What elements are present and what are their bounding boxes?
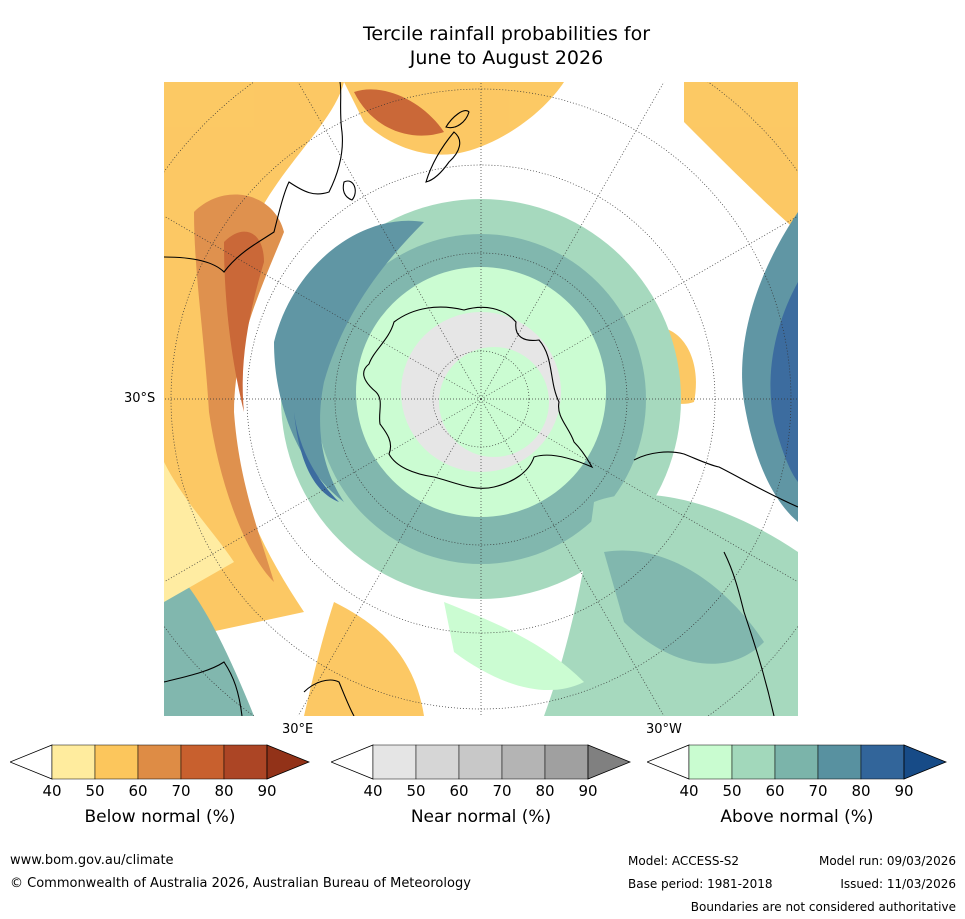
- rainfall-probability-map[interactable]: [164, 82, 798, 716]
- footer-model-run: Model run: 09/03/2026: [818, 854, 956, 868]
- antarctica-coast: [363, 306, 594, 489]
- colorbar-swatch: [688, 744, 733, 780]
- colorbar-swatch: [817, 744, 862, 780]
- colorbar-near-normal-title: Near normal (%): [410, 807, 552, 827]
- map-title: Tercile rainfall probabilities for June …: [0, 22, 965, 70]
- colorbar-tick-label: 40: [42, 782, 62, 800]
- colorbar-swatch: [51, 744, 96, 780]
- colorbar-swatch-high: [587, 744, 631, 780]
- colorbar-swatch-high: [266, 744, 310, 780]
- africa-coast: [164, 661, 243, 716]
- footer-website-link[interactable]: www.bom.gov.au/climate: [10, 853, 174, 868]
- colorbar-swatch: [372, 744, 417, 780]
- colorbar-near-normal: [331, 744, 631, 780]
- colorbar-swatch: [180, 744, 225, 780]
- colorbar-swatch: [774, 744, 819, 780]
- colorbar-tick-label: 70: [808, 782, 828, 800]
- colorbar-swatch: [458, 744, 503, 780]
- madagascar-coast: [303, 679, 355, 716]
- australia-coast: [164, 82, 343, 273]
- colorbar-above-normal: [647, 744, 947, 780]
- colorbar-swatch: [731, 744, 776, 780]
- footer-base-period: Base period: 1981-2018: [628, 877, 773, 891]
- footer-model: Model: ACCESS-S2: [628, 854, 740, 868]
- colorbar-tick-label: 90: [578, 782, 598, 800]
- footer-issued: Issued: 11/03/2026: [840, 877, 956, 891]
- colorbar-tick-label: 50: [722, 782, 742, 800]
- colorbar-tick-label: 90: [257, 782, 277, 800]
- colorbar-tick-label: 60: [765, 782, 785, 800]
- colorbar-tick-label: 60: [128, 782, 148, 800]
- colorbar-swatch: [94, 744, 139, 780]
- lon-label-30e: 30°E: [282, 722, 314, 737]
- colorbar-swatch-low: [10, 744, 53, 780]
- colorbar-swatch: [860, 744, 905, 780]
- colorbar-tick-label: 40: [679, 782, 699, 800]
- map-title-line1: Tercile rainfall probabilities for: [362, 23, 651, 45]
- graticule: [164, 82, 798, 716]
- colorbar-tick-label: 60: [449, 782, 469, 800]
- colorbar-tick-label: 40: [363, 782, 383, 800]
- colorbar-tick-label: 80: [535, 782, 555, 800]
- colorbar-swatch: [501, 744, 546, 780]
- colorbar-tick-label: 50: [406, 782, 426, 800]
- tasmania-coast: [342, 180, 356, 201]
- colorbar-tick-label: 50: [85, 782, 105, 800]
- south-america-coast: [633, 451, 798, 716]
- colorbar-tick-label: 70: [492, 782, 512, 800]
- colorbar-below-normal: [10, 744, 310, 780]
- lat-label-30s: 30°S: [124, 391, 156, 406]
- colorbar-tick-label: 80: [214, 782, 234, 800]
- footer-disclaimer: Boundaries are not considered authoritat…: [690, 900, 956, 914]
- footer-copyright: © Commonwealth of Australia 2026, Austra…: [10, 876, 471, 891]
- colorbar-tick-label: 90: [894, 782, 914, 800]
- lon-label-30w: 30°W: [646, 722, 682, 737]
- colorbar-above-normal-title: Above normal (%): [720, 807, 874, 827]
- colorbar-swatch-low: [647, 744, 690, 780]
- colorbar-swatch-high: [903, 744, 947, 780]
- coastlines: [164, 82, 798, 716]
- colorbar-swatch: [223, 744, 268, 780]
- map-title-line2: June to August 2026: [409, 47, 604, 69]
- colorbar-tick-label: 70: [171, 782, 191, 800]
- colorbar-below-normal-title: Below normal (%): [84, 807, 236, 827]
- colorbar-swatch: [415, 744, 460, 780]
- colorbar-swatch: [137, 744, 182, 780]
- colorbar-tick-label: 80: [851, 782, 871, 800]
- new-zealand-coast: [425, 110, 470, 183]
- colorbar-swatch: [544, 744, 589, 780]
- colorbar-swatch-low: [331, 744, 374, 780]
